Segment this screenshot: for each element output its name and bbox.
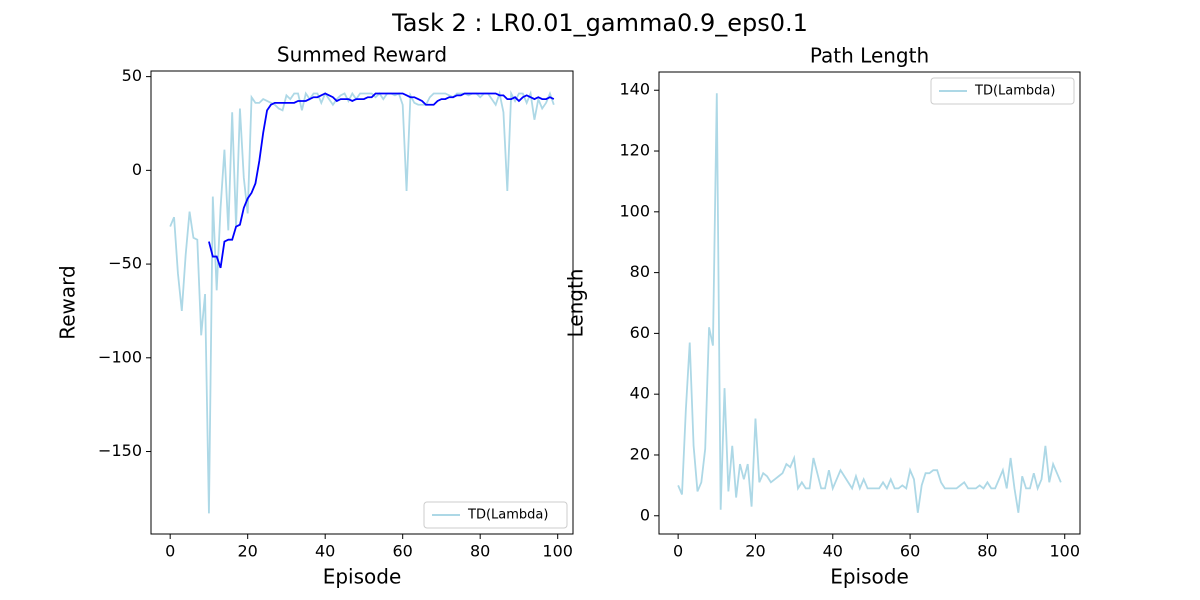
y-tick-label: 140 [619,80,650,99]
x-tick-label: 60 [393,542,413,561]
y-tick-label: 60 [630,323,650,342]
axes-title: Summed Reward [277,43,447,67]
y-tick-label: 0 [132,160,142,179]
y-tick-label: −50 [108,254,142,273]
legend-box [423,501,568,529]
y-axis-label: Length [564,269,588,338]
x-tick-label: 60 [900,542,920,561]
y-tick-label: 50 [122,66,142,85]
series-line [677,93,1062,513]
y-tick-label: −150 [98,441,142,460]
y-tick-label: 20 [630,444,650,463]
y-tick-label: −100 [98,347,142,366]
x-tick-label: 40 [823,542,843,561]
x-tick-label: 100 [1049,542,1080,561]
series-line [208,92,555,269]
y-tick-label: 40 [630,384,650,403]
legend-label: TD(Lambda) [974,84,1055,99]
axes-frame [658,71,1081,535]
x-axis-label: Episode [323,565,402,589]
x-tick-label: 0 [673,542,683,561]
x-tick-label: 20 [745,542,765,561]
x-tick-label: 0 [165,542,175,561]
legend-box [930,77,1075,105]
y-tick-label: 80 [630,262,650,281]
x-tick-label: 40 [315,542,335,561]
x-tick-label: 80 [977,542,997,561]
series-line [169,90,555,514]
y-tick-label: 100 [619,201,650,220]
y-axis-label: Reward [56,265,80,339]
y-tick-label: 120 [619,141,650,160]
x-tick-label: 100 [542,542,573,561]
axes-title: Path Length [810,44,929,68]
y-tick-label: 0 [640,505,650,524]
x-tick-label: 80 [470,542,490,561]
axes-frame [150,70,574,535]
x-axis-label: Episode [830,565,909,589]
legend-label: TD(Lambda) [467,508,548,523]
x-tick-label: 20 [238,542,258,561]
figure-title: Task 2 : LR0.01_gamma0.9_eps0.1 [391,9,808,37]
